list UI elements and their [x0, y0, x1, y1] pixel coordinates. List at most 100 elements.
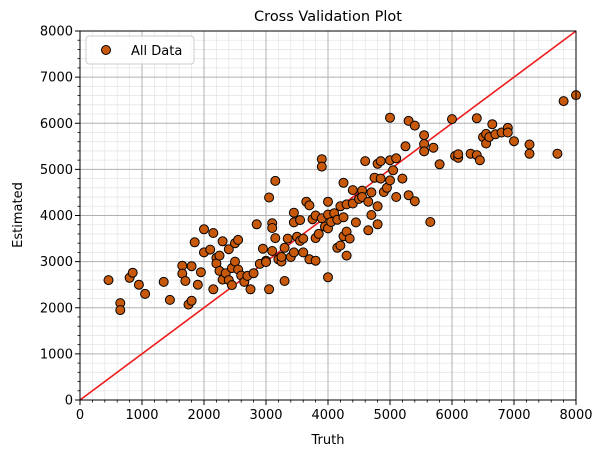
data-point	[552, 148, 563, 159]
data-point	[375, 156, 386, 167]
data-point	[347, 185, 358, 196]
x-tick-label: 3000	[249, 408, 282, 423]
data-point	[103, 275, 114, 286]
data-point	[323, 196, 333, 207]
data-point	[391, 153, 402, 164]
data-point	[158, 276, 169, 287]
data-point	[264, 192, 275, 203]
data-point	[428, 142, 439, 153]
data-point	[298, 233, 309, 244]
data-point	[391, 192, 402, 202]
data-point	[251, 219, 262, 230]
x-tick-label: 8000	[559, 408, 592, 423]
legend-label-all-data: All Data	[131, 44, 182, 59]
data-point	[264, 284, 275, 295]
y-axis-ticks: 0 1000 2000 3000 4000 5000 6000 7000 8000	[40, 25, 80, 409]
data-point	[276, 252, 287, 262]
x-tick-label: 4000	[311, 408, 344, 423]
data-point	[140, 288, 151, 299]
y-tick-label: 3000	[40, 255, 73, 270]
x-tick-label: 7000	[497, 408, 530, 423]
legend-box	[85, 35, 195, 65]
data-point	[385, 112, 395, 123]
data-point	[366, 210, 377, 220]
data-point	[313, 228, 324, 239]
data-point	[310, 255, 321, 266]
data-point	[267, 246, 278, 256]
y-tick-label: 2000	[40, 301, 73, 316]
data-point	[164, 294, 175, 305]
data-point	[363, 196, 374, 207]
data-point	[267, 223, 278, 233]
data-point	[341, 250, 352, 261]
x-axis-label: Truth	[311, 433, 345, 448]
data-point	[270, 175, 281, 186]
data-point	[372, 219, 383, 230]
data-point	[189, 237, 200, 248]
chart-title: Cross Validation Plot	[254, 9, 402, 25]
y-tick-label: 7000	[40, 71, 73, 86]
data-point	[288, 207, 299, 218]
legend: All Data	[85, 35, 195, 65]
legend-marker	[101, 45, 111, 55]
data-point	[127, 267, 138, 278]
data-point	[403, 190, 414, 201]
data-point	[279, 276, 290, 286]
data-point	[115, 305, 126, 316]
data-point	[338, 177, 349, 188]
data-point	[502, 127, 513, 138]
data-point	[217, 236, 228, 247]
data-point	[226, 280, 237, 291]
data-point	[223, 244, 234, 255]
data-point	[363, 225, 374, 236]
data-point	[397, 173, 408, 184]
data-point	[316, 161, 327, 172]
data-point	[425, 217, 436, 227]
x-tick-label: 5000	[373, 408, 406, 423]
data-point	[471, 113, 482, 124]
data-point	[133, 279, 144, 290]
data-point	[453, 149, 464, 160]
data-points	[103, 90, 581, 316]
data-point	[195, 267, 206, 278]
data-point	[385, 175, 395, 186]
data-point	[350, 217, 361, 228]
y-tick-label: 6000	[40, 117, 73, 132]
y-tick-label: 5000	[40, 163, 73, 178]
data-point	[295, 215, 306, 226]
data-point	[474, 155, 485, 166]
data-point	[338, 212, 349, 223]
x-tick-label: 2000	[187, 408, 220, 423]
x-tick-label: 0	[76, 408, 84, 423]
data-point	[208, 284, 219, 295]
data-point	[558, 96, 569, 107]
data-point	[375, 173, 386, 184]
y-tick-label: 0	[65, 394, 73, 409]
y-tick-label: 1000	[40, 347, 73, 362]
data-point	[298, 247, 309, 258]
data-point	[186, 295, 197, 306]
data-point	[372, 201, 383, 212]
y-axis-label: Estimated	[11, 182, 26, 248]
x-tick-label: 1000	[125, 408, 158, 423]
data-point	[304, 200, 315, 211]
data-point	[180, 276, 191, 286]
data-point	[409, 196, 420, 207]
x-tick-label: 6000	[435, 408, 468, 423]
data-point	[282, 233, 293, 244]
data-point	[233, 234, 244, 245]
data-point	[434, 159, 445, 170]
data-point	[524, 148, 535, 159]
data-point	[214, 250, 225, 261]
data-point	[419, 130, 430, 141]
y-tick-label: 8000	[40, 25, 73, 40]
data-point	[447, 114, 457, 125]
data-point	[344, 233, 355, 244]
data-point	[288, 247, 299, 258]
data-point	[245, 284, 256, 295]
data-point	[257, 243, 268, 254]
data-point	[208, 228, 219, 238]
data-point	[248, 268, 259, 279]
data-point	[419, 146, 430, 157]
